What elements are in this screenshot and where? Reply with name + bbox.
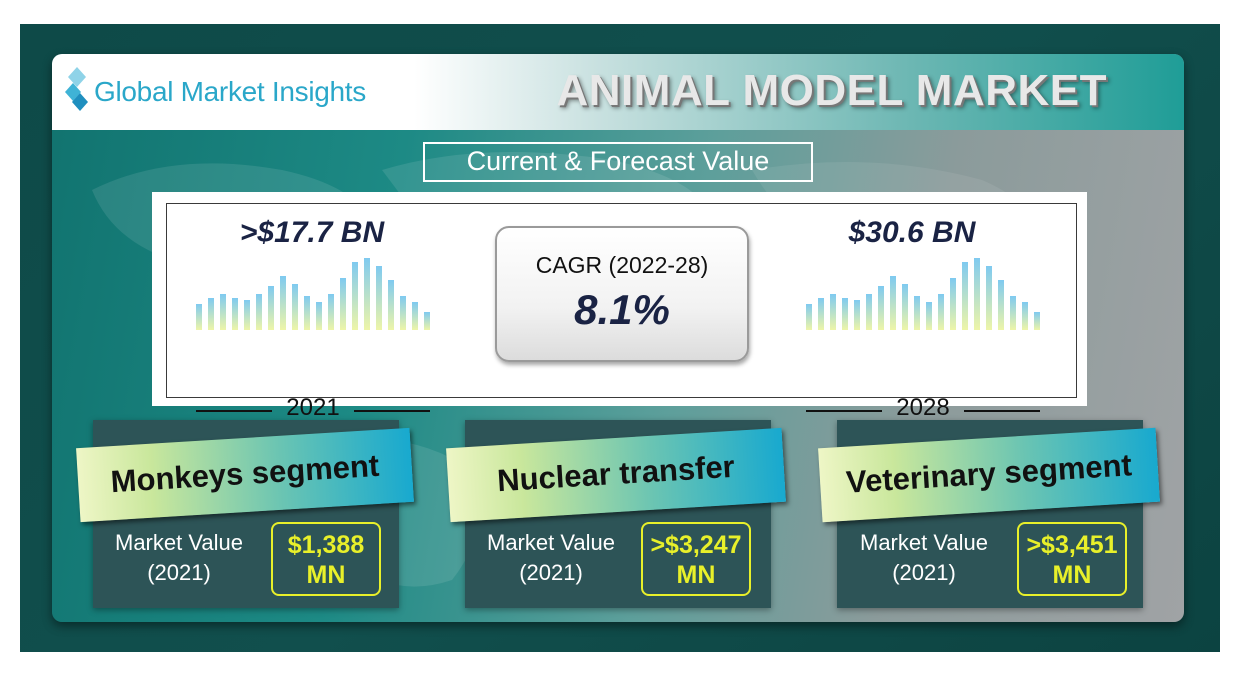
- market-value-box: $1,388 MN: [271, 522, 381, 596]
- spark-bars-left-icon: [196, 258, 430, 330]
- logo-text: Global Market Insights: [94, 76, 366, 107]
- market-value-label: Market Value (2021): [93, 528, 265, 588]
- section-subtitle: Current & Forecast Value: [423, 142, 813, 182]
- market-value-unit: MN: [676, 561, 716, 589]
- logo: Global Market Insights: [64, 64, 366, 120]
- value-panel: >$17.7 BN 2021: [152, 192, 1087, 421]
- year-rule-right: [354, 410, 430, 412]
- value-panel-border: [166, 203, 1077, 398]
- year-rule-right: [964, 410, 1040, 412]
- header-bar: Global Market Insights ANIMAL MODEL MARK…: [52, 54, 1184, 130]
- diamond-logo-icon: [65, 67, 88, 111]
- market-value-unit: MN: [1052, 561, 1092, 589]
- market-value-label: Market Value (2021): [465, 528, 637, 588]
- segment-title: Monkeys segment: [109, 447, 381, 500]
- market-value-label-line1: Market Value: [487, 530, 615, 555]
- market-value-box: >$3,247 MN: [641, 522, 751, 596]
- cagr-label: CAGR (2022-28): [535, 252, 709, 278]
- cagr-value: 8.1%: [574, 286, 670, 333]
- year-rule-left: [806, 410, 882, 412]
- market-value-box: >$3,451 MN: [1017, 522, 1127, 596]
- market-value-unit: MN: [306, 561, 346, 589]
- page-title: ANIMAL MODEL MARKET: [556, 66, 1107, 115]
- market-value-label-line1: Market Value: [115, 530, 243, 555]
- spark-bars-right-icon: [806, 258, 1040, 330]
- year-rule-left: [196, 410, 272, 412]
- forecast-year: 2028: [896, 394, 950, 421]
- segment-title: Nuclear transfer: [496, 448, 736, 499]
- market-value-amount: >$3,451: [1026, 531, 1118, 559]
- market-value-amount: $1,388: [287, 531, 365, 559]
- market-value-label-line2: (2021): [892, 560, 956, 585]
- segment-title: Veterinary segment: [845, 447, 1133, 500]
- cagr-box: CAGR (2022-28) 8.1%: [495, 226, 749, 362]
- current-year: 2021: [286, 394, 340, 421]
- forecast-value: $30.6 BN: [848, 216, 976, 249]
- market-value-label: Market Value (2021): [837, 528, 1011, 588]
- current-value: >$17.7 BN: [239, 216, 385, 249]
- market-value-amount: >$3,247: [650, 531, 742, 559]
- market-value-label-line2: (2021): [519, 560, 583, 585]
- infographic-card: Global Market Insights ANIMAL MODEL MARK…: [52, 54, 1184, 622]
- market-value-label-line2: (2021): [147, 560, 211, 585]
- market-value-label-line1: Market Value: [860, 530, 988, 555]
